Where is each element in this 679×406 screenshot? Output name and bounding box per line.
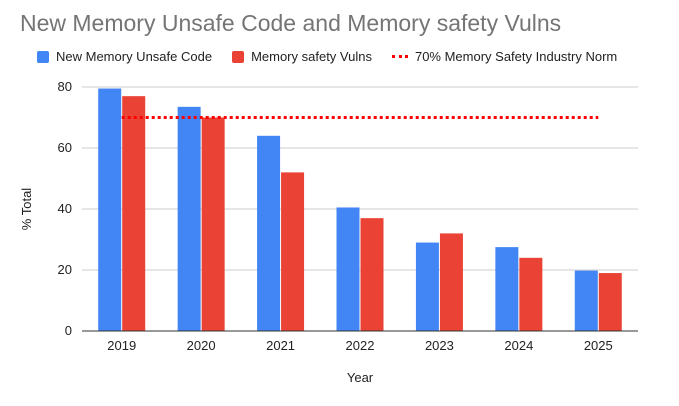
bar-unsafe-code [336, 207, 360, 331]
x-tick-label: 2021 [266, 338, 295, 353]
x-tick-label: 2019 [107, 338, 136, 353]
y-tick-label: 0 [65, 323, 72, 338]
legend: New Memory Unsafe Code Memory safety Vul… [37, 49, 637, 64]
x-tick-label: 2025 [584, 338, 613, 353]
bar-unsafe-code [177, 106, 201, 331]
bar-vulns [439, 233, 463, 331]
legend-item-industry-norm[interactable]: 70% Memory Safety Industry Norm [391, 49, 618, 64]
bar-vulns [201, 117, 225, 331]
legend-item-vulns[interactable]: Memory safety Vulns [232, 49, 372, 64]
bar-vulns [281, 172, 305, 331]
legend-label-industry-norm: 70% Memory Safety Industry Norm [414, 49, 618, 64]
bar-vulns [598, 273, 622, 331]
bar-vulns [519, 257, 543, 331]
chart-title: New Memory Unsafe Code and Memory safety… [20, 10, 562, 36]
y-tick-label: 20 [58, 262, 72, 277]
bar-unsafe-code [257, 135, 281, 331]
legend-item-unsafe-code[interactable]: New Memory Unsafe Code [37, 49, 212, 64]
y-tick-label: 40 [58, 201, 72, 216]
x-tick-label: 2020 [187, 338, 216, 353]
bar-vulns [360, 218, 384, 331]
bar-unsafe-code [495, 247, 519, 331]
y-axis-title: % Total [19, 188, 34, 231]
y-tick-label: 80 [58, 79, 72, 94]
bar-unsafe-code [415, 242, 439, 331]
bar-vulns [122, 96, 146, 332]
x-tick-label: 2024 [504, 338, 533, 353]
legend-swatch-unsafe-code [37, 50, 49, 63]
x-tick-label: 2023 [425, 338, 454, 353]
legend-label-unsafe-code: New Memory Unsafe Code [56, 49, 213, 64]
legend-swatch-industry-norm [391, 55, 408, 58]
bar-unsafe-code [574, 270, 598, 331]
bar-unsafe-code [98, 88, 122, 332]
y-tick-label: 60 [58, 140, 72, 155]
x-axis-title: Year [347, 370, 374, 385]
legend-swatch-vulns [232, 50, 245, 63]
x-tick-label: 2022 [346, 338, 375, 353]
legend-label-vulns: Memory safety Vulns [251, 49, 372, 64]
